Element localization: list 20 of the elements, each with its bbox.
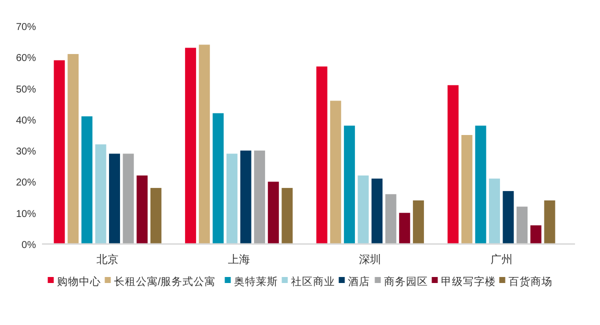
legend-label: 商务园区 xyxy=(384,275,428,288)
legend-label: 购物中心 xyxy=(56,275,101,288)
legend-label: 社区商业 xyxy=(290,275,335,288)
legend-label: 奥特莱斯 xyxy=(234,275,278,288)
y-tick-label: 20% xyxy=(16,178,36,189)
legend-label: 百货商场 xyxy=(508,275,552,288)
legend-label: 酒店 xyxy=(348,275,370,288)
y-tick-label: 50% xyxy=(16,84,36,96)
x-tick-label: 深圳 xyxy=(359,253,382,266)
legend-label: 甲级写字楼 xyxy=(440,275,496,288)
x-tick-label: 广州 xyxy=(490,253,512,266)
y-tick-label: 30% xyxy=(16,146,36,158)
x-tick-label: 北京 xyxy=(96,253,119,266)
y-tick-label: 10% xyxy=(16,208,36,220)
y-tick-label: 70% xyxy=(16,22,36,33)
y-tick-label: 40% xyxy=(16,115,36,126)
y-tick-label: 60% xyxy=(16,53,36,64)
y-tick-label: 0% xyxy=(22,240,36,251)
x-tick-label: 上海 xyxy=(228,253,250,266)
legend-label: 长租公寓/服务式公寓 xyxy=(114,275,216,288)
